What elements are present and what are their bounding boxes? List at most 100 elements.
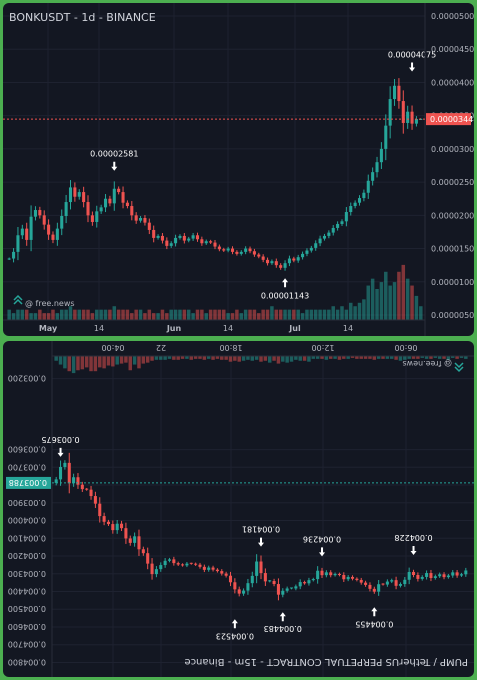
volume-bar xyxy=(305,309,309,320)
arrow-up-icon xyxy=(57,447,64,457)
candle-body xyxy=(209,241,213,243)
x-tick-label: 14 xyxy=(343,324,353,333)
volume-bar xyxy=(248,309,252,320)
candle-body xyxy=(320,570,324,576)
volume-bar xyxy=(141,356,146,364)
volume-bar xyxy=(392,282,397,320)
candle-body xyxy=(141,549,145,554)
candle-body xyxy=(195,235,200,240)
volume-bar xyxy=(298,356,302,361)
candle-body xyxy=(398,584,402,586)
y-tick-label: 0.004000 xyxy=(8,516,46,525)
candle-body xyxy=(349,206,353,213)
arrow-up-icon xyxy=(410,545,417,555)
time-axis[interactable]: 06:00 12:00 18:00 22 04:00 xyxy=(52,343,474,357)
candle-body xyxy=(433,576,437,579)
price-annotation: 0.003675 xyxy=(41,435,80,457)
volume-bar xyxy=(24,309,29,320)
price-axis[interactable]: 0.000050000.000045000.000040000.00003500… xyxy=(3,3,474,336)
candle-body xyxy=(54,479,58,483)
volume-bar xyxy=(353,306,357,320)
volume-bar xyxy=(95,309,99,320)
volume-bar xyxy=(243,309,248,320)
volume-bar xyxy=(313,309,318,320)
arrow-down-icon xyxy=(231,619,238,629)
volume-bar xyxy=(84,356,89,368)
candle-body xyxy=(163,560,167,566)
chart-title: BONKUSDT - 1d - BINANCE xyxy=(9,11,156,24)
candle-body xyxy=(147,222,151,230)
pump-chart-svg[interactable]: 0.004228 0.004455 0.004236 0.004483 0.004181… xyxy=(3,341,474,677)
candle-body xyxy=(80,484,84,490)
volume-bar xyxy=(335,309,340,320)
arrow-down-icon xyxy=(371,607,378,617)
volume-bar xyxy=(178,309,182,320)
volume-bar xyxy=(217,309,222,320)
candle-body xyxy=(89,489,93,497)
candle-body xyxy=(397,85,401,102)
current-price-label: 0.00003448 xyxy=(430,115,474,124)
candle-body xyxy=(276,584,280,595)
candle-body xyxy=(406,111,410,123)
volume-bar xyxy=(138,309,143,320)
candle-body xyxy=(303,582,307,584)
volume-bar xyxy=(276,356,281,364)
candle-body xyxy=(420,576,424,579)
volume-bar xyxy=(20,309,25,320)
candle-body xyxy=(393,85,397,100)
y-tick-label: 0.004800 xyxy=(8,657,46,666)
price-axis[interactable]: 0.0032000.0036000.0037000.0038000.003900… xyxy=(6,341,474,677)
candle-body xyxy=(289,587,294,589)
candle-body xyxy=(125,202,129,207)
candle-body xyxy=(242,590,246,594)
volume-bar xyxy=(437,356,442,359)
volume-bar xyxy=(289,356,294,362)
volume-bar xyxy=(167,356,172,359)
annotation-label: 0.004455 xyxy=(355,619,393,628)
time-axis[interactable]: May 14 Jun 14 Jul 14 xyxy=(3,319,425,333)
candle-body xyxy=(137,536,141,550)
price-annotation: 0.00004075 xyxy=(388,50,436,72)
candle-body xyxy=(25,228,29,240)
bonk-chart-panel[interactable]: 0.00002581 0.00001143 0.00004075 0.0000500… xyxy=(3,3,474,336)
candle-body xyxy=(230,248,235,252)
volume-bar xyxy=(112,306,117,320)
arrow-down-icon xyxy=(279,612,286,622)
volume-bar xyxy=(156,313,160,320)
pump-chart-panel[interactable]: 0.004228 0.004455 0.004236 0.004483 0.004181… xyxy=(3,341,474,677)
candle-body xyxy=(388,99,392,126)
price-annotation: 0.004236 xyxy=(303,534,341,557)
candle-body xyxy=(385,581,389,585)
candle-body xyxy=(42,215,46,225)
price-annotation: 0.00002581 xyxy=(90,150,138,171)
candle-body xyxy=(403,579,407,585)
candle-body xyxy=(120,523,124,529)
volume-bar xyxy=(7,309,11,320)
volume-bar xyxy=(200,309,204,320)
candle-body xyxy=(266,259,270,264)
volume-bar xyxy=(130,313,134,320)
volume-bar xyxy=(185,356,189,359)
candle-body xyxy=(152,229,156,238)
candle-body xyxy=(316,570,320,580)
x-tick-label: Jun xyxy=(166,324,182,333)
bonk-chart-svg[interactable]: 0.00002581 0.00001143 0.00004075 0.0000500… xyxy=(3,3,474,336)
candle-body xyxy=(272,581,276,585)
candle-body xyxy=(220,571,224,574)
volume-bar xyxy=(388,285,392,320)
watermark: @ free.news xyxy=(402,359,464,373)
candle-body xyxy=(228,575,233,583)
volume-bar xyxy=(261,309,265,320)
x-tick-label: 04:00 xyxy=(101,343,124,352)
candle-body xyxy=(85,488,89,490)
chart-title: PUMP / TetherUS PERPETUAL CONTRACT - 15m… xyxy=(184,656,468,667)
volume-bar xyxy=(59,309,64,320)
arrow-down-icon xyxy=(409,62,416,72)
candle-body xyxy=(167,559,172,561)
volume-bar xyxy=(318,309,322,320)
volume-bar xyxy=(198,356,202,359)
volume-bar xyxy=(195,309,200,320)
volume-bar xyxy=(250,356,255,361)
